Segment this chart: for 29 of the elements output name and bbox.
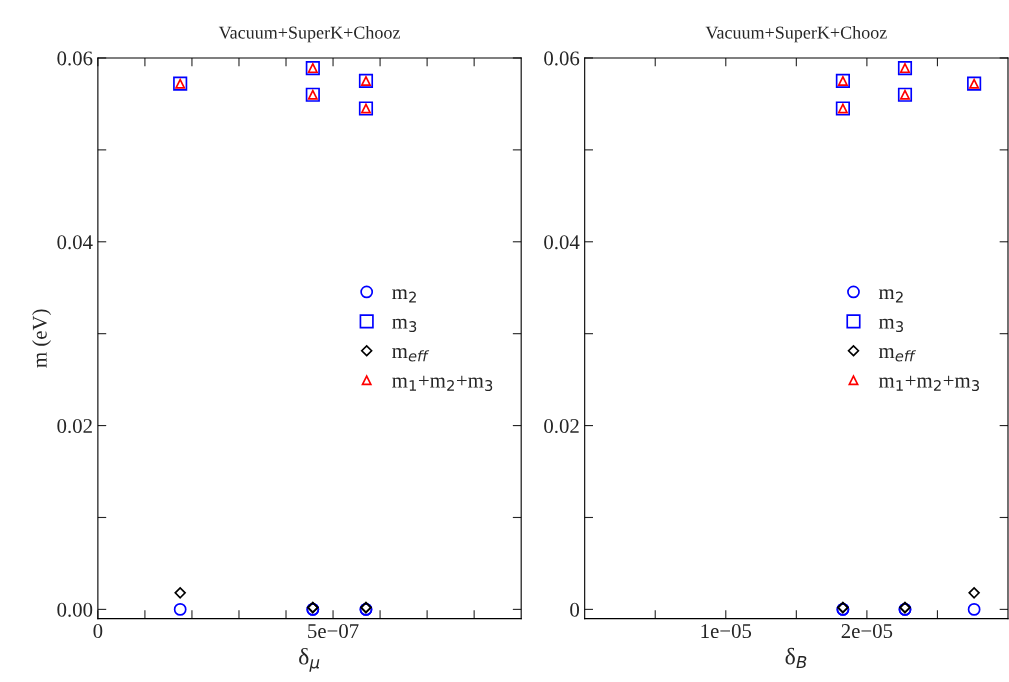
y-tick-label: 0: [570, 602, 580, 617]
y-tick-label: 0.02: [544, 418, 579, 434]
x-tick-label: 1e−05: [701, 624, 752, 639]
legend-label: m$_{2}$: [392, 289, 416, 303]
x-axis-title: δ$_{B}$: [785, 647, 807, 669]
point: [968, 587, 980, 599]
legend-label: m$_{1}$+m$_{2}$+m$_{3}$: [878, 375, 979, 392]
y-tick-label: 0.06: [544, 51, 580, 66]
legend-label: m$_{3}$: [392, 318, 417, 333]
legend-label: m$_{1}$+m$_{2}$+m$_{3}$: [392, 375, 493, 392]
point: [173, 602, 187, 616]
point: [967, 602, 981, 616]
y-tick-label: 0.04: [544, 235, 580, 250]
x-tick-label: 5e−07: [308, 624, 359, 639]
y-tick-label: 0.06: [57, 51, 93, 66]
chart-title: Vacuum+SuperK+Chooz: [218, 26, 400, 43]
legend-label: m$_{2}$: [878, 289, 903, 303]
legend-label: m$_{eff}$: [878, 348, 916, 362]
y-tick-label: 0.02: [57, 418, 92, 434]
x-tick-label: 0: [93, 624, 103, 639]
y-tick-label: 0.00: [57, 602, 93, 617]
y-tick-label: 0.04: [57, 235, 93, 250]
y-axis-title: m (eV): [32, 309, 51, 368]
x-axis-title: δ$_{μ}$: [299, 647, 320, 672]
legend-label: m$_{eff}$: [392, 348, 430, 362]
chart-title: Vacuum+SuperK+Chooz: [705, 26, 887, 43]
x-tick-label: 2e−05: [841, 624, 893, 639]
legend-label: m$_{3}$: [878, 318, 903, 333]
point: [174, 587, 186, 599]
